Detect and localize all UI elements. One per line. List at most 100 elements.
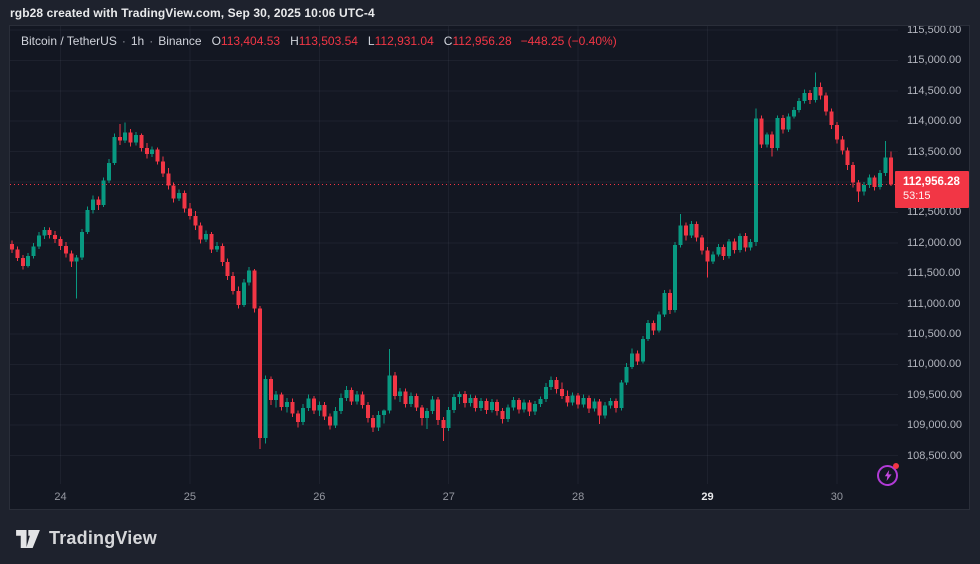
candle-body (398, 391, 403, 396)
candle-body (42, 229, 47, 236)
candle-body (479, 400, 484, 409)
candle-body (608, 400, 613, 406)
price-tick-label: 110,500.00 (907, 327, 962, 340)
candle-body (802, 93, 807, 102)
candle-body (705, 250, 710, 262)
chart-panel: Bitcoin / TetherUS · 1h · Binance O113,4… (9, 25, 970, 510)
price-tick-label: 108,500.00 (907, 449, 963, 462)
open-label: O (211, 34, 221, 48)
candle-body (408, 395, 413, 404)
candle-body (338, 397, 343, 412)
candle-body (301, 408, 306, 423)
candle-body (182, 192, 187, 209)
candle-body (90, 199, 95, 210)
open-group: O113,404.53 (212, 34, 281, 48)
candle-body (311, 398, 316, 411)
price-tick-label: 111,000.00 (907, 297, 961, 310)
notification-dot (893, 463, 899, 469)
candle-body (872, 177, 877, 187)
candle-body (290, 402, 295, 414)
candle-body (187, 208, 192, 217)
candle-body (419, 407, 424, 418)
candle-body (134, 135, 139, 143)
candle-body (845, 150, 850, 165)
time-axis[interactable]: 24 25 26 27 28 29 30 (10, 484, 898, 509)
candle-body (829, 111, 834, 125)
candle-body (883, 157, 888, 173)
candle-body (74, 257, 79, 262)
candle-body (112, 136, 117, 164)
candle-body (441, 420, 446, 429)
candle-body (565, 395, 570, 403)
interval-label[interactable]: 1h (130, 34, 145, 48)
candle-body (387, 375, 392, 411)
candle-body (743, 236, 748, 248)
candle-body (53, 234, 58, 240)
candle-body (856, 182, 861, 192)
candle-body (263, 378, 268, 438)
candle-body (673, 245, 678, 311)
candle-body (710, 254, 715, 262)
candle-body (511, 400, 516, 408)
candle-body (468, 397, 473, 404)
candle-body (117, 136, 122, 141)
candle-body (236, 290, 241, 305)
candle-body (268, 378, 273, 401)
candle-body (570, 395, 575, 403)
candle-body (764, 134, 769, 145)
candle-body (403, 391, 408, 404)
candle-body (382, 410, 387, 415)
candle-body (888, 157, 893, 185)
candle-body (694, 223, 699, 238)
candle-body (603, 405, 608, 416)
candle-body (737, 236, 742, 251)
candle-body (204, 234, 209, 240)
candle-body (867, 177, 872, 186)
candle-body (150, 149, 155, 155)
boost-button[interactable] (876, 463, 900, 487)
candle-body (10, 243, 14, 250)
candle-body (414, 395, 419, 408)
price-tick-label: 110,000.00 (907, 358, 962, 371)
exchange-label: Binance (158, 34, 202, 48)
candle-body (495, 402, 500, 412)
candle-body (748, 242, 753, 248)
candle-body (317, 405, 322, 411)
candle-body (171, 185, 176, 199)
candle-body (775, 118, 780, 148)
candle-body (231, 276, 236, 291)
candle-body (274, 394, 279, 401)
price-tick-label: 112,000.00 (907, 236, 962, 249)
candle-body (101, 180, 106, 206)
candle-body (177, 192, 182, 199)
candle-body (360, 394, 365, 406)
symbol-title[interactable]: Bitcoin / TetherUS (21, 34, 117, 48)
candle-body (376, 414, 381, 428)
candle-body (813, 87, 818, 100)
candle-body (284, 402, 289, 407)
candle-body (818, 87, 823, 96)
candle-body (425, 411, 430, 418)
candlestick-plot[interactable] (10, 26, 898, 484)
candle-body (155, 149, 160, 162)
tradingview-logo[interactable]: TradingView (16, 528, 157, 549)
candle-body (522, 402, 527, 410)
candle-body (538, 398, 543, 404)
candle-body (214, 245, 219, 250)
candle-body (683, 225, 688, 236)
candle-body (193, 216, 198, 226)
candle-body (532, 403, 537, 412)
candle-body (446, 409, 451, 429)
time-tick-label: 25 (183, 491, 197, 503)
candle-body (667, 293, 672, 311)
price-axis[interactable]: 108,500.00 109,000.00 109,500.00 110,000.00… (895, 26, 969, 484)
price-tick-label: 111,500.00 (907, 267, 961, 280)
current-price-value: 112,956.28 (903, 175, 960, 188)
candle-body (549, 380, 554, 387)
close-value: 112,956.28 (452, 34, 512, 48)
candle-body (279, 394, 284, 407)
tradingview-logo-mark-icon (16, 529, 40, 548)
candle-body (559, 389, 564, 396)
candle-body (128, 132, 133, 143)
